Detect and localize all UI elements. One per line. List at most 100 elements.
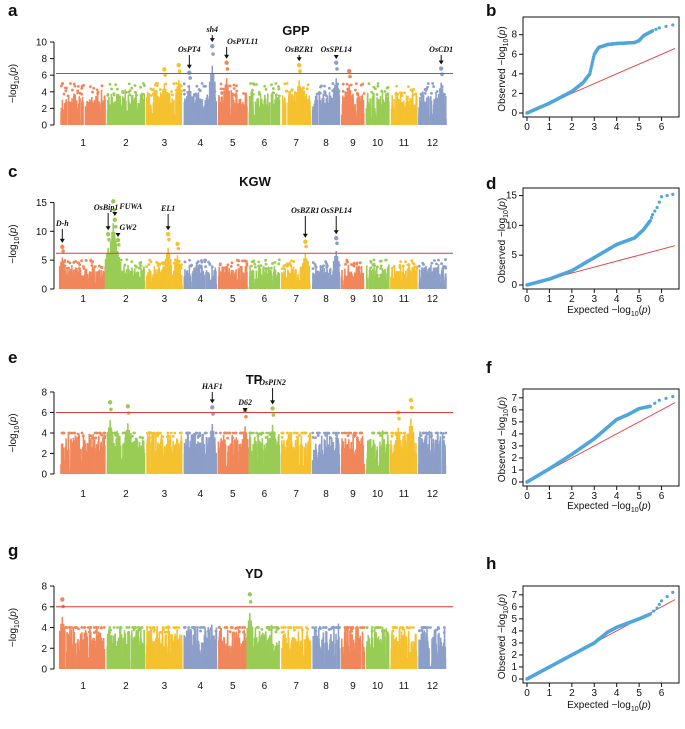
- x-tick-label: 1: [547, 294, 553, 305]
- chromosome-label: 9: [350, 138, 356, 149]
- chromosome-label: 10: [372, 138, 384, 149]
- chromosome-label: 6: [262, 489, 268, 500]
- y-tick-label: 6: [41, 408, 47, 419]
- chromosome-6-points: [248, 82, 281, 125]
- peak-point: [165, 231, 171, 237]
- snp-point: [257, 265, 261, 268]
- peak-point: [175, 241, 180, 247]
- snp-point: [414, 92, 417, 96]
- chromosome-label: 8: [323, 138, 329, 149]
- snp-point: [267, 267, 270, 270]
- peak-point: [167, 237, 171, 242]
- peak-point: [113, 224, 118, 229]
- snp-point: [141, 92, 144, 96]
- snp-point: [91, 90, 94, 94]
- snp-point: [325, 264, 329, 268]
- snp-point: [383, 90, 387, 93]
- snp-point: [378, 259, 382, 263]
- peak-point: [210, 43, 215, 49]
- snp-point: [123, 263, 127, 267]
- snp-point: [78, 91, 82, 95]
- annotation-arrowhead: [59, 238, 65, 243]
- snp-point: [301, 431, 305, 435]
- snp-point: [234, 431, 238, 435]
- y-tick-label: 0: [511, 280, 517, 291]
- snp-point: [432, 85, 435, 88]
- snp-point: [248, 431, 252, 435]
- y-tick-label: 2: [41, 104, 47, 115]
- chromosome-label: 6: [262, 138, 268, 149]
- peak-point: [438, 66, 444, 71]
- snp-point: [379, 264, 383, 268]
- snp-point: [285, 431, 289, 435]
- snp-point: [145, 265, 149, 269]
- snp-point: [200, 82, 204, 85]
- snp-point: [113, 431, 117, 435]
- snp-point: [230, 261, 234, 265]
- snp-point: [100, 433, 104, 437]
- snp-point: [130, 434, 134, 438]
- snp-point: [407, 267, 411, 270]
- snp-point: [345, 431, 349, 435]
- gene-label: OsBZR1: [285, 45, 313, 54]
- chromosome-label: 8: [323, 294, 329, 305]
- snp-point: [311, 267, 315, 271]
- snp-point: [77, 261, 81, 265]
- snp-point: [285, 82, 289, 85]
- snp-point: [369, 266, 373, 270]
- snp-point: [236, 259, 240, 262]
- panel-letter: d: [486, 174, 496, 193]
- snp-point: [334, 431, 338, 435]
- snp-point: [188, 431, 191, 435]
- y-tick-label: 2: [41, 449, 47, 460]
- peak-group: [160, 67, 168, 125]
- snp-point: [282, 267, 286, 271]
- qq-point: [659, 195, 664, 199]
- snp-point: [226, 436, 230, 440]
- chromosome-label: 2: [123, 138, 129, 149]
- snp-point: [392, 265, 396, 268]
- gene-label: OsBip1: [94, 203, 118, 212]
- snp-point: [324, 433, 328, 437]
- snp-point: [125, 258, 129, 262]
- peak-point: [334, 60, 339, 65]
- peak-point: [162, 67, 167, 72]
- snp-point: [257, 260, 261, 264]
- x-tick-label: 3: [591, 294, 597, 305]
- peak-group: [114, 237, 122, 289]
- snp-point: [249, 82, 252, 85]
- snp-point: [231, 436, 235, 440]
- snp-point: [375, 93, 379, 96]
- qq-point: [671, 23, 675, 27]
- snp-point: [272, 91, 276, 95]
- snp-point: [172, 261, 176, 265]
- chromosome-label: 6: [262, 294, 268, 305]
- gene-annotation: OsPYL11: [224, 37, 258, 59]
- snp-point: [158, 431, 162, 435]
- plot-frame: [522, 16, 680, 118]
- snp-point: [251, 431, 255, 435]
- snp-point: [273, 261, 277, 264]
- chromosome-label: 4: [198, 489, 204, 500]
- peak-group: [175, 63, 183, 125]
- snp-point: [204, 84, 207, 88]
- snp-point: [355, 436, 359, 440]
- snp-point: [95, 88, 99, 92]
- gene-label: GW2: [120, 223, 137, 232]
- chromosome-6-points: [248, 258, 281, 289]
- chromosome-label: 2: [123, 489, 129, 500]
- snp-point: [379, 267, 383, 271]
- snp-point: [223, 431, 227, 435]
- snp-point: [344, 91, 348, 95]
- snp-point: [69, 82, 72, 85]
- peak-point: [303, 239, 308, 244]
- snp-point: [313, 262, 317, 266]
- snp-point: [114, 83, 118, 87]
- snp-point: [156, 261, 160, 265]
- y-tick-label: 6: [41, 71, 47, 82]
- chromosome-label: 12: [427, 294, 439, 305]
- snp-point: [182, 82, 186, 86]
- snp-point: [306, 83, 310, 87]
- snp-point: [271, 262, 274, 265]
